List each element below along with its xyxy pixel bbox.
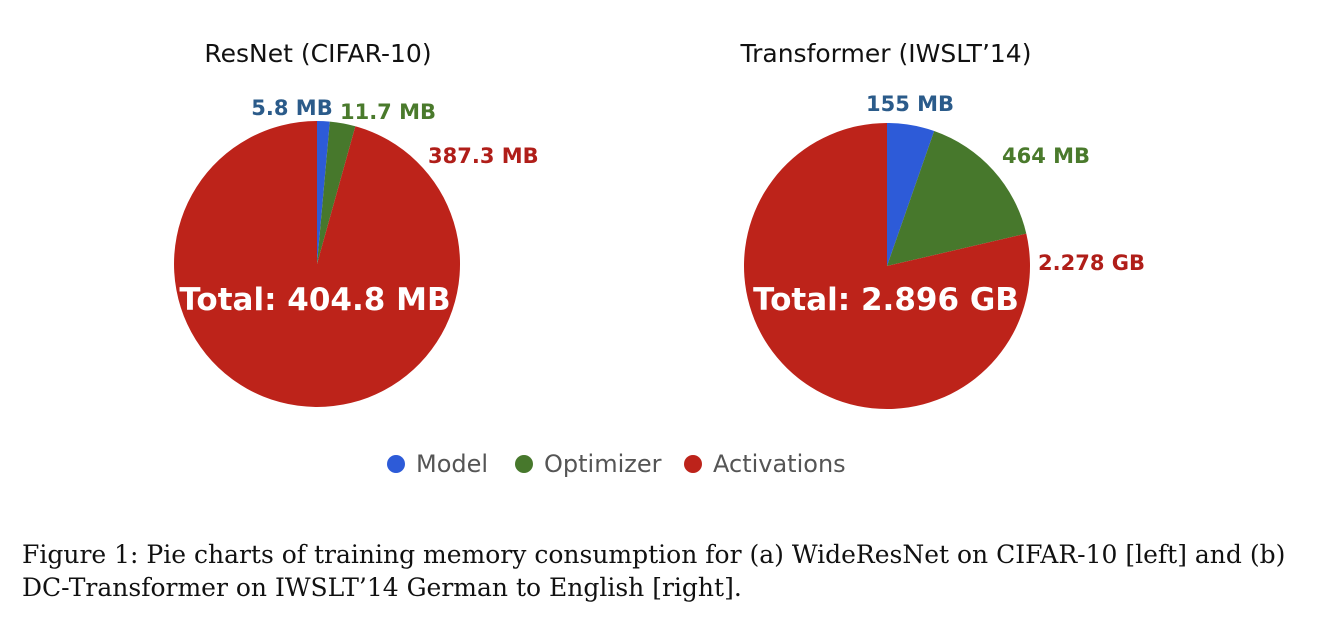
legend-label-activations: Activations	[713, 450, 846, 478]
legend-label-optimizer: Optimizer	[544, 450, 662, 478]
slice-label-activations: 2.278 GB	[1038, 251, 1145, 275]
pie-slice-activations	[743, 123, 1030, 409]
pie-slice-optimizer	[887, 131, 1027, 266]
pie-chart-resnet: ResNet (CIFAR-10) 5.8 MB 11.7 MB 387.3 M…	[174, 39, 539, 407]
pie-slice-model	[317, 121, 330, 264]
pie-slice-model	[887, 123, 935, 266]
legend: Model Optimizer Activations	[387, 450, 846, 478]
legend-label-model: Model	[416, 450, 488, 478]
slice-label-model: 5.8 MB	[251, 96, 332, 120]
slice-label-optimizer: 11.7 MB	[340, 100, 436, 124]
slice-label-optimizer: 464 MB	[1002, 144, 1090, 168]
chart-title: ResNet (CIFAR-10)	[204, 39, 431, 68]
pie-slice-activations	[174, 121, 461, 407]
figure-caption: Figure 1: Pie charts of training memory …	[22, 540, 1286, 602]
chart-title: Transformer (IWSLT’14)	[740, 39, 1032, 68]
figure-pie-charts: ResNet (CIFAR-10) 5.8 MB 11.7 MB 387.3 M…	[174, 39, 1145, 478]
total-label: Total: 2.896 GB	[753, 282, 1019, 318]
slice-label-activations: 387.3 MB	[428, 144, 539, 168]
pie-chart-transformer: Transformer (IWSLT’14) 155 MB 464 MB 2.2…	[740, 39, 1145, 409]
slice-label-model: 155 MB	[866, 92, 954, 116]
pie-slice-optimizer	[317, 121, 356, 264]
pie-slices	[743, 123, 1030, 409]
pie-slices	[174, 121, 461, 407]
legend-marker-model	[387, 455, 405, 473]
legend-marker-activations	[684, 455, 702, 473]
legend-marker-optimizer	[515, 455, 533, 473]
total-label: Total: 404.8 MB	[179, 282, 450, 318]
